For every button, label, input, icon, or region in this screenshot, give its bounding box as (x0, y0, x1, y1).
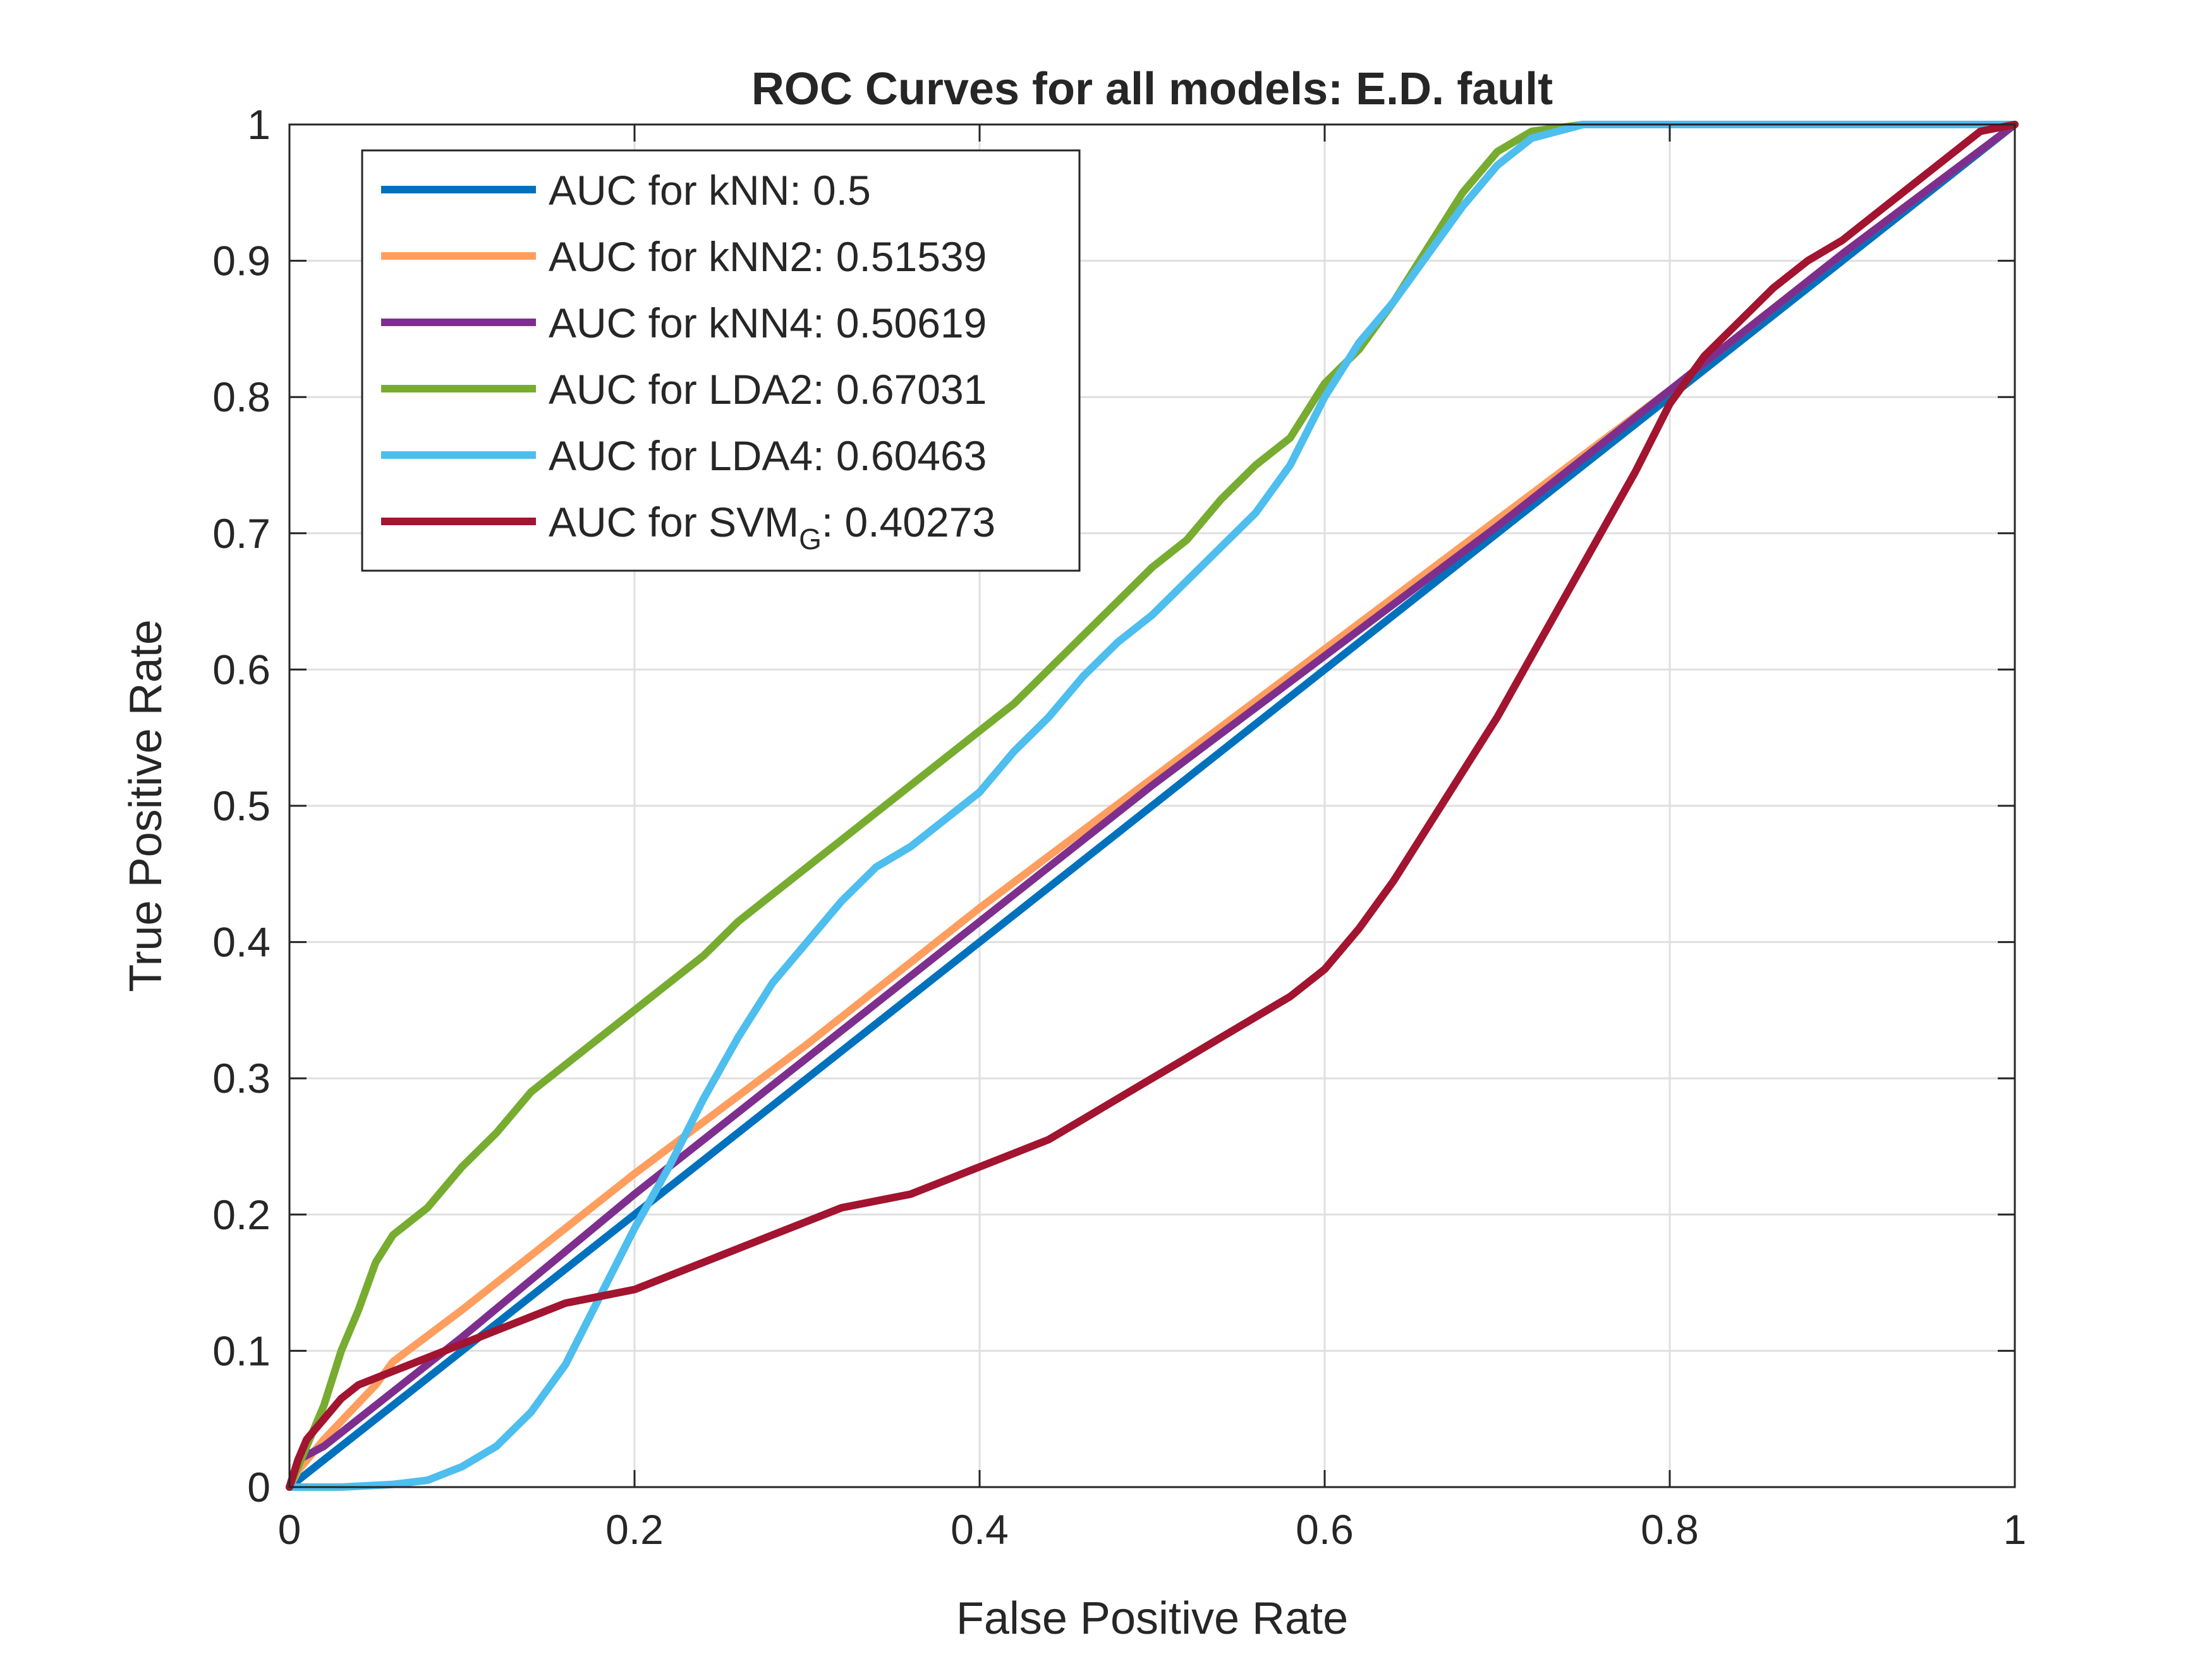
y-axis-label: True Positive Rate (121, 619, 171, 992)
y-tick-label: 0.7 (212, 510, 270, 557)
x-axis-label: False Positive Rate (956, 1593, 1348, 1644)
series-line-0 (286, 121, 2019, 1491)
y-tick-label: 0.2 (212, 1191, 270, 1238)
x-tick-label: 0 (278, 1506, 301, 1553)
y-tick-label: 1 (247, 101, 270, 148)
y-tick-label: 0.1 (212, 1327, 270, 1374)
x-tick-label: 0.2 (605, 1506, 664, 1553)
legend-entry: AUC for LDA4: 0.60463 (549, 432, 987, 479)
legend-entry: AUC for kNN: 0.5 (549, 167, 871, 214)
legend-entry: AUC for kNN2: 0.51539 (549, 233, 987, 280)
series-line-4 (286, 121, 2019, 1491)
y-tick-label: 0.3 (212, 1055, 270, 1102)
legend-entry: AUC for LDA2: 0.67031 (549, 366, 987, 413)
y-tick-label: 0.5 (212, 782, 270, 829)
legend-entry: AUC for SVMG: 0.40273 (549, 499, 995, 556)
legend-entry: AUC for kNN4: 0.50619 (549, 300, 987, 346)
legend-box (361, 149, 1081, 572)
y-tick-label: 0 (247, 1464, 270, 1510)
series-group (286, 121, 2019, 1491)
x-tick-label: 0.4 (951, 1506, 1009, 1553)
x-tick-label: 0.8 (1641, 1506, 1699, 1553)
y-tick-label: 0.6 (212, 646, 270, 693)
legend: AUC for kNN: 0.5 AUC for kNN2: 0.51539 AUC… (361, 149, 1081, 572)
ticks: 0 0.2 0.4 0.6 0.8 1 0 0.1 0.2 0.3 0.4 0.5 0.6 0.7 0.8 0… (212, 101, 2026, 1553)
x-tick-label: 1 (2003, 1506, 2027, 1553)
x-tick-label: 0.6 (1296, 1506, 1354, 1553)
y-tick-label: 0.8 (212, 374, 270, 420)
chart-title: ROC Curves for all models: E.D. fault (751, 64, 1553, 114)
y-tick-label: 0.9 (212, 238, 270, 284)
series-line-5 (286, 121, 2019, 1491)
y-tick-label: 0.4 (212, 919, 270, 966)
series-line-2 (286, 121, 2019, 1491)
